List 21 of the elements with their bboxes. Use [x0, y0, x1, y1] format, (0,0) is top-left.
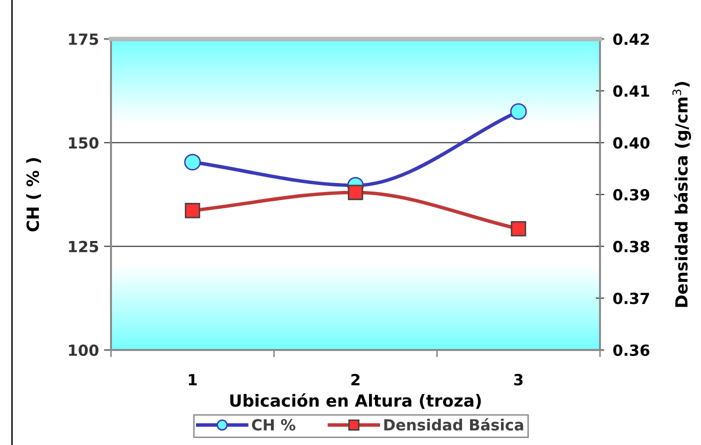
y-tick-label: 100 [69, 344, 98, 356]
y2-tick-label: 0.36 [613, 344, 650, 356]
point [510, 103, 527, 120]
y2-tick-label: 0.40 [613, 137, 650, 149]
y2-tick-label: 0.42 [613, 33, 649, 46]
y2-tick-label: 0.39 [613, 188, 650, 201]
x-tick-label: 2 [351, 374, 360, 386]
y-tick-label: 150 [69, 137, 98, 149]
x-tick-label: 3 [514, 374, 523, 386]
y-tick-label: 125 [69, 240, 98, 252]
legend-label: CH % [252, 419, 296, 431]
y-tick-label: 175 [69, 34, 98, 46]
y2-tick-label: 0.38 [613, 240, 650, 252]
y2-tick-label: 0.41 [613, 85, 650, 97]
legend-label: Densidad Básica [384, 418, 524, 431]
x-tick-label: 1 [188, 374, 197, 386]
y2-tick-label: 0.37 [613, 292, 649, 304]
y-axis-title: CH ( % ) [26, 158, 42, 232]
y2-axis-title: Densidad básica (g/cm$^{3}$) [672, 82, 692, 307]
point [184, 154, 201, 170]
x-axis-title: Ubicación en Altura (troza) [230, 393, 481, 409]
